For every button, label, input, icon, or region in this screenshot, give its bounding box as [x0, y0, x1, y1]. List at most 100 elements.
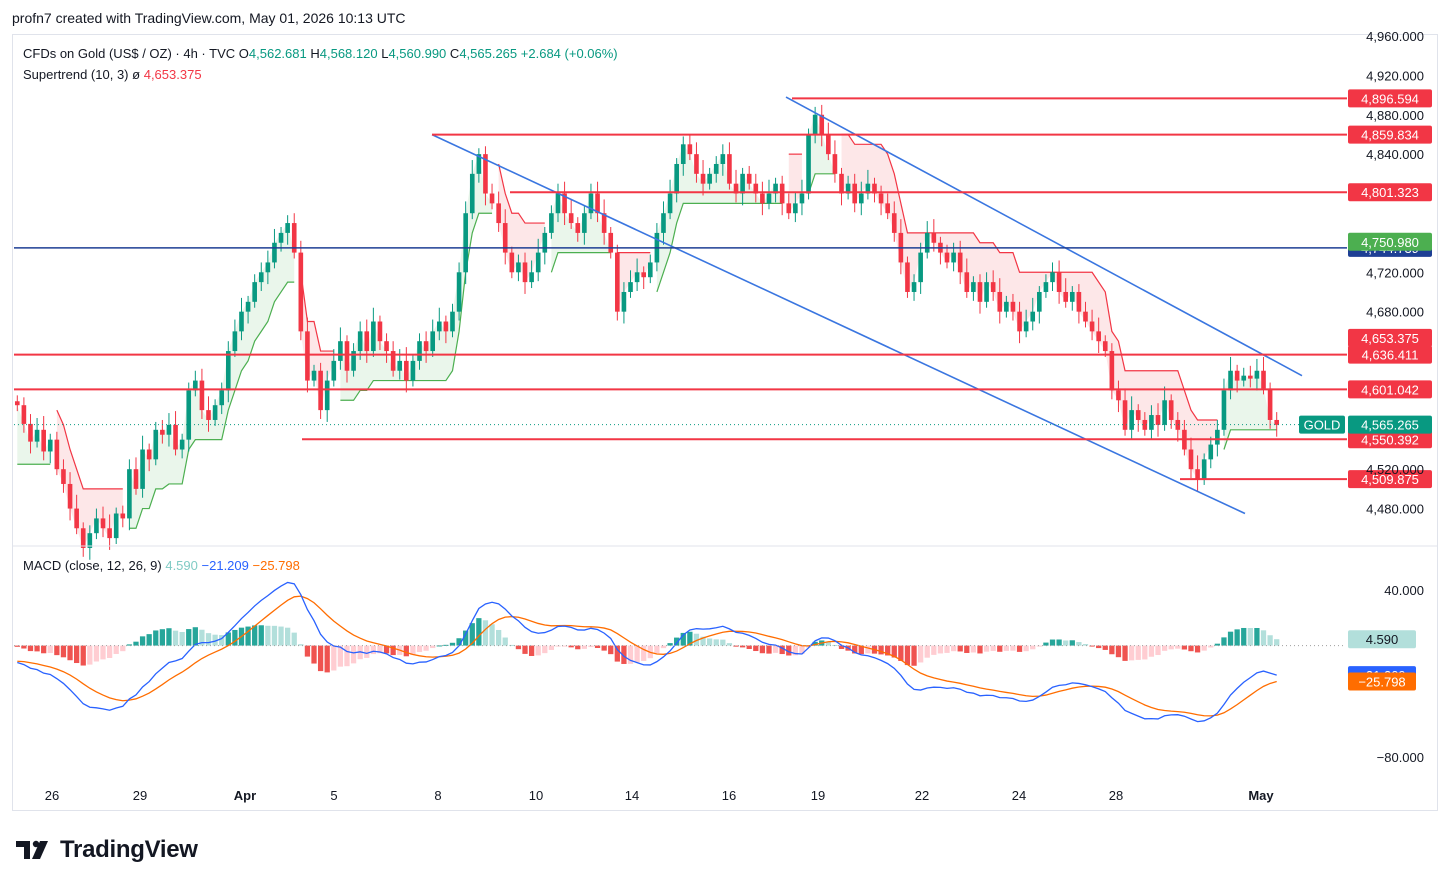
macd-histogram-bar: [977, 645, 983, 654]
drawing-lines-layer: [14, 96, 1347, 515]
macd-histogram-bar: [186, 629, 192, 646]
macd-histogram-bar: [133, 641, 139, 646]
candle-body: [832, 154, 838, 174]
macd-histogram-bar: [1208, 645, 1214, 648]
macd-histogram-bar: [47, 645, 53, 654]
macd-histogram-bar: [753, 645, 759, 652]
chart-frame[interactable]: [12, 34, 1438, 811]
macd-histogram-bar: [502, 637, 508, 646]
macd-histogram-bar: [285, 627, 291, 646]
macd-line-value: −21.209: [201, 558, 249, 573]
supertrend-legend: Supertrend (10, 3) ø 4,653.375: [23, 67, 202, 82]
time-axis-tick: 10: [529, 788, 543, 803]
macd-histogram-bar: [1142, 645, 1148, 660]
candle-body: [127, 469, 132, 519]
macd-histogram-bar: [172, 630, 179, 646]
price-axis-tick: 4,840.000: [1366, 147, 1424, 162]
candle-body: [357, 331, 363, 352]
candle-body: [858, 193, 864, 204]
candle-body: [1109, 351, 1115, 391]
macd-histogram-bar: [139, 636, 146, 646]
candle-body: [997, 291, 1003, 312]
macd-histogram-bar: [212, 634, 218, 646]
macd-histogram-bar: [693, 633, 700, 646]
candle-body: [364, 331, 370, 352]
candle-body: [417, 341, 422, 361]
candle-body: [793, 203, 798, 214]
macd-histogram-bar: [159, 629, 165, 646]
tradingview-logo[interactable]: TradingView: [16, 836, 198, 864]
level-tag: [1348, 125, 1432, 144]
symbol-tag-label: GOLD: [1304, 418, 1341, 433]
macd-histogram-bar: [456, 638, 462, 646]
macd-histogram-bar: [726, 643, 733, 646]
macd-tag: [1348, 630, 1416, 649]
macd-histogram-bar: [1010, 645, 1016, 651]
macd-histogram-bar: [766, 645, 772, 654]
macd-histogram-bar: [594, 645, 601, 649]
macd-histogram-bar: [937, 645, 944, 654]
macd-histogram-bar: [153, 630, 159, 646]
macd-histogram-bar: [1227, 631, 1234, 646]
level-tag: [1348, 430, 1432, 449]
candle-body: [582, 213, 587, 233]
macd-histogram-bar: [496, 629, 502, 646]
macd-histogram-bar: [786, 645, 792, 656]
macd-histogram-bar: [1063, 640, 1069, 646]
candle-body: [186, 390, 192, 440]
candle-body: [687, 144, 693, 155]
candle-body: [819, 114, 825, 135]
candle-body: [674, 163, 679, 194]
macd-histogram-bar: [575, 645, 581, 650]
macd-histogram-bar: [799, 645, 805, 654]
supertrend-down-fill: [56, 410, 123, 548]
level-tag-label: 4,801.323: [1361, 185, 1419, 200]
candle-body: [245, 301, 251, 312]
candle-body: [1122, 400, 1128, 430]
macd-histogram-bar: [627, 645, 634, 664]
macd-histogram-bar: [311, 645, 317, 664]
candle-body: [140, 449, 145, 489]
price-tag-label: 4,565.265: [1361, 418, 1419, 433]
candle-body: [1241, 375, 1247, 381]
candle-body: [1030, 311, 1036, 322]
macd-histogram-bar: [561, 645, 568, 647]
candle-body: [1175, 419, 1181, 430]
macd-histogram-bar: [772, 645, 779, 653]
candle-body: [740, 173, 745, 194]
macd-histogram-bar: [878, 645, 884, 655]
macd-label: MACD (close, 12, 26, 9): [23, 558, 162, 573]
candle-body: [713, 163, 719, 174]
candle-body: [120, 513, 126, 519]
macd-histogram-bar: [449, 642, 456, 646]
macd-histogram-bar: [1069, 640, 1075, 646]
macd-histogram-bar: [805, 645, 812, 648]
macd-tag: [1348, 672, 1416, 691]
candle-body: [252, 282, 257, 302]
candle-body: [667, 193, 673, 214]
macd-histogram-bar: [298, 644, 304, 646]
candle-body: [166, 424, 172, 435]
macd-histogram-bar: [205, 633, 212, 646]
macd-histogram-bar: [54, 645, 60, 656]
candle-body: [28, 423, 33, 442]
high-value: 4,568.120: [319, 46, 378, 61]
price-axis-tick: 4,920.000: [1366, 68, 1424, 83]
supertrend-down-line: [841, 133, 1218, 421]
supertrend-up-line: [1223, 429, 1277, 450]
supertrend-down-fill: [841, 134, 1218, 480]
macd-histogram-bar: [950, 645, 957, 652]
candle-body: [384, 341, 389, 352]
candle-body: [1083, 311, 1088, 322]
macd-histogram-bar: [1082, 644, 1089, 646]
candle-body: [852, 183, 858, 204]
macd-histogram-bar: [911, 645, 917, 666]
macd-histogram-bar: [720, 639, 726, 646]
candle-body: [575, 223, 581, 233]
macd-histogram-bar: [27, 645, 34, 652]
candle-body: [160, 429, 165, 435]
candle-body: [562, 193, 567, 214]
macd-histogram-bar: [825, 641, 831, 646]
macd-histogram-bar: [436, 645, 442, 647]
